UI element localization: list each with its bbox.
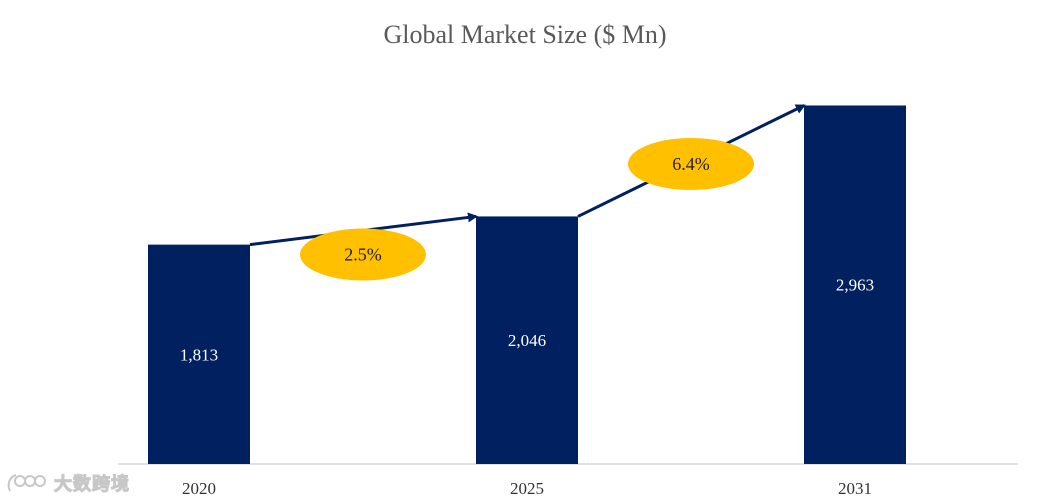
bar-2020 <box>148 244 250 464</box>
cagr-layer: 2.5% 6.4% <box>300 137 754 281</box>
bar-value-label: 2,963 <box>836 276 874 295</box>
x-tick-label: 2025 <box>510 479 544 498</box>
labels-layer: 1,813 2020 2,046 2025 2,963 2031 <box>180 276 874 498</box>
x-tick-label: 2031 <box>838 479 872 498</box>
bar-value-label: 1,813 <box>180 345 218 364</box>
bar-2031 <box>804 105 906 465</box>
cagr-badge <box>300 228 426 281</box>
x-tick-label: 2020 <box>182 479 216 498</box>
watermark: 大数跨境 <box>6 470 130 496</box>
watermark-text: 大数跨境 <box>54 474 130 496</box>
bar-value-label: 2,046 <box>508 331 546 350</box>
bars-layer <box>148 105 906 465</box>
bar-2025 <box>476 216 578 464</box>
cagr-badge <box>628 137 754 190</box>
logo-icon <box>7 474 46 492</box>
cagr-label: 2.5% <box>344 245 382 265</box>
chart-title: Global Market Size ($ Mn) <box>383 20 666 49</box>
cagr-label: 6.4% <box>672 154 710 174</box>
